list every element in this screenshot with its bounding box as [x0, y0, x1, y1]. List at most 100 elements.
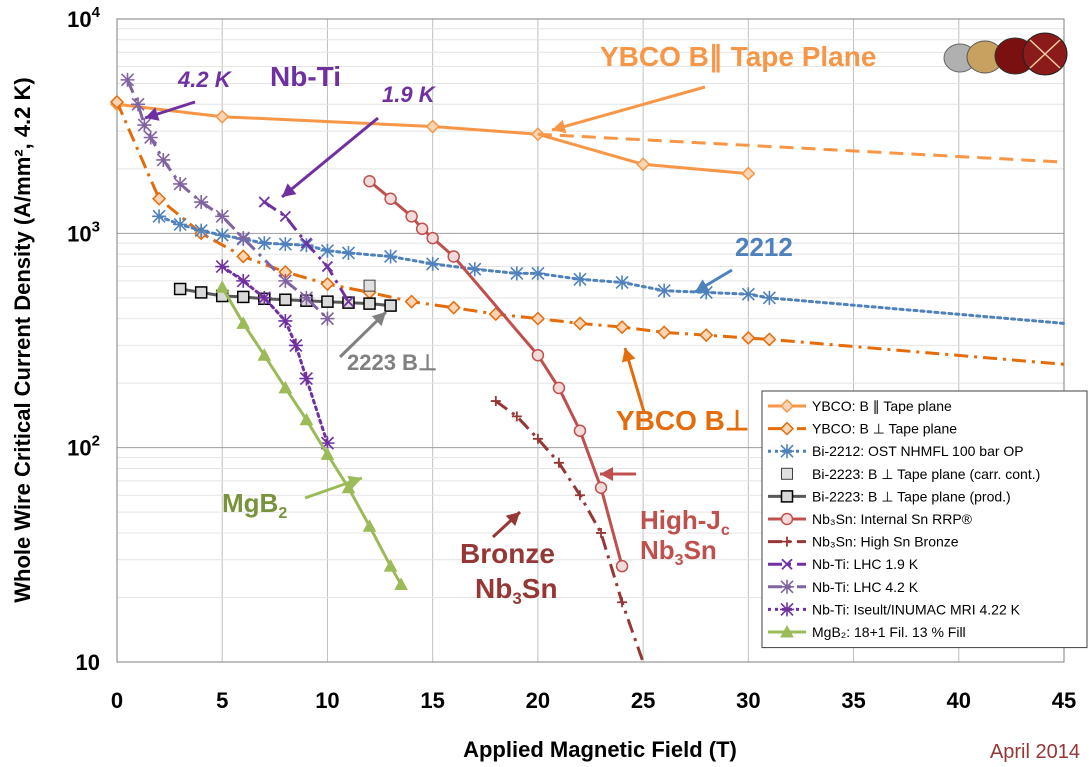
- arrow-head: [282, 183, 297, 197]
- data-point: [447, 250, 460, 263]
- annotation-label: Nb3Sn: [640, 535, 717, 569]
- data-point: [532, 433, 543, 444]
- legend-item: MgB₂: 18+1 Fil. 13 % Fill: [768, 624, 966, 640]
- legend-swatch-marker: [780, 579, 794, 594]
- data-point: [137, 118, 152, 133]
- data-point: [215, 280, 230, 293]
- y-tick-label: 103: [67, 218, 100, 246]
- series-line: [220, 286, 403, 586]
- x-tick-label: 45: [1052, 688, 1076, 713]
- annotation-arrow: [281, 116, 379, 199]
- data-point: [404, 294, 419, 309]
- data-point: [288, 338, 303, 353]
- data-point: [741, 330, 756, 346]
- series-6: [363, 174, 629, 573]
- data-point: [530, 266, 545, 281]
- data-point: [215, 109, 230, 124]
- y-tick-label: 102: [67, 433, 100, 461]
- axis-ticks: 0 5 10 15 20 25 30 35 40 45 10 102 103 104: [67, 4, 1076, 713]
- annotation-arrow: [338, 310, 388, 359]
- series-10: [215, 259, 335, 451]
- data-point: [657, 325, 672, 340]
- data-point: [320, 436, 335, 451]
- data-point: [131, 97, 146, 112]
- series-7: [490, 396, 645, 663]
- data-point: [552, 381, 566, 395]
- data-point: [236, 273, 251, 288]
- data-point: [509, 266, 524, 281]
- legend-label: YBCO: B ⊥ Tape plane: [812, 421, 957, 437]
- data-point: [467, 262, 482, 277]
- annotation-arrow: [621, 347, 646, 413]
- data-point: [741, 166, 756, 181]
- data-point: [236, 231, 251, 246]
- data-point: [572, 272, 587, 287]
- series-11: [215, 280, 408, 590]
- legend-label: Nb₃Sn: High Sn Bronze: [812, 534, 959, 550]
- legend-label: YBCO: B ∥ Tape plane: [812, 398, 952, 414]
- series-3: [152, 209, 1066, 325]
- data-point: [215, 228, 230, 243]
- legend-item: Nb-Ti: LHC 1.9 K: [768, 556, 919, 572]
- data-point: [383, 559, 398, 572]
- annotation-arrows: [144, 85, 733, 539]
- series-5: [173, 282, 397, 312]
- data-point: [321, 260, 334, 273]
- data-point: [194, 286, 208, 299]
- data-point: [363, 174, 376, 188]
- legend-label: Bi-2212: OST NHMFL 100 bar OP: [812, 443, 1024, 459]
- annotation-label: 1.9 K: [382, 82, 437, 107]
- data-point: [152, 191, 167, 206]
- data-point: [279, 293, 292, 306]
- legend-item: Nb-Ti: LHC 4.2 K: [768, 579, 919, 595]
- data-point: [446, 300, 461, 315]
- data-point: [278, 237, 293, 252]
- data-point: [173, 282, 187, 296]
- arrow-shaft: [551, 85, 706, 132]
- legend-item: YBCO: B ⊥ Tape plane: [768, 421, 957, 437]
- data-point: [617, 597, 628, 608]
- data-point: [278, 380, 293, 394]
- data-point: [109, 94, 125, 110]
- data-point: [299, 290, 314, 305]
- university-seals-logo: [943, 32, 1068, 76]
- data-point: [615, 320, 630, 335]
- data-point: [574, 490, 585, 501]
- data-point: [405, 210, 418, 223]
- data-point: [425, 256, 440, 271]
- data-point: [320, 276, 335, 292]
- data-point: [426, 231, 439, 245]
- x-tick-label: 0: [111, 688, 123, 713]
- annotation-label: 4.2 K: [177, 67, 233, 92]
- data-point: [762, 332, 777, 347]
- legend-swatch-marker: [779, 398, 795, 414]
- data-point: [699, 285, 714, 300]
- arrow-head: [145, 107, 160, 121]
- series-group: [109, 72, 1066, 663]
- arrow-head: [695, 279, 710, 292]
- legend-swatch-marker: [780, 512, 794, 526]
- series-line: [116, 102, 749, 176]
- plot-area: [116, 18, 1065, 663]
- data-point: [342, 296, 355, 308]
- data-point: [425, 119, 440, 134]
- annotations: YBCO B∥ Tape Plane 4.2 K Nb-Ti 1.9 K 2212 222…: [177, 41, 876, 608]
- data-point: [215, 259, 230, 274]
- data-point: [384, 299, 397, 312]
- legend-item: YBCO: B ∥ Tape plane: [768, 398, 952, 414]
- data-point: [530, 311, 545, 326]
- series-4: [363, 279, 376, 292]
- arrow-head: [505, 512, 520, 526]
- data-point: [279, 210, 291, 222]
- legend-label: Nb₃Sn: Internal Sn RRP®: [812, 511, 973, 527]
- series-line: [494, 399, 645, 663]
- arrow-head: [347, 475, 362, 489]
- legend: YBCO: B ∥ Tape plane YBCO: B ⊥ Tape plane…: [761, 390, 1088, 649]
- annotation-label: Nb-Ti: [270, 61, 341, 92]
- data-point: [237, 290, 250, 304]
- legend-swatch-marker: [780, 444, 794, 459]
- annotation-label: MgB2: [222, 488, 287, 522]
- data-point: [531, 348, 545, 362]
- annotation-arrow: [304, 475, 363, 500]
- legend-label: MgB₂: 18+1 Fil. 13 % Fill: [812, 624, 966, 640]
